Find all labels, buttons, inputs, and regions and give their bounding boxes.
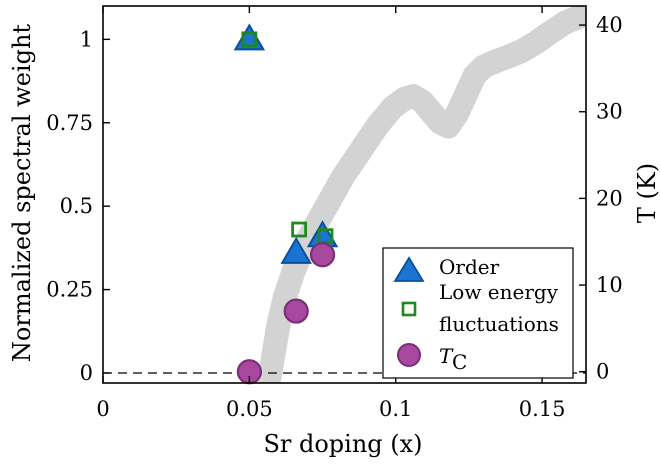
legend: Order Low energy fluctuations T C	[382, 247, 574, 379]
plot-frame	[102, 5, 587, 384]
legend-tc-label: T	[439, 344, 454, 368]
y-right-tick-label: 20	[596, 186, 623, 210]
x-tick-label: 0	[96, 397, 109, 421]
x-tick-label: 0.05	[226, 397, 273, 421]
fluctuation-point	[241, 31, 258, 48]
y-tick-label: 0.25	[46, 278, 93, 302]
tc-point	[283, 298, 309, 324]
legend-order-label: Order	[439, 255, 500, 279]
data-marks-layer	[233, 23, 339, 385]
y-tick-label: 0.5	[60, 194, 93, 218]
y-tick-label: 0	[80, 361, 93, 385]
tc-point	[309, 242, 336, 268]
y-right-tick-label: 10	[596, 273, 623, 297]
legend-fluct-label-line2: fluctuations	[439, 312, 559, 336]
legend-fluct-marker	[401, 301, 417, 317]
x-tick-label: 0.1	[379, 397, 412, 421]
y-right-tick-label: 40	[596, 13, 623, 37]
legend-tc-marker	[397, 343, 421, 367]
legend-tc-subscript: C	[452, 350, 467, 374]
y-right-axis-title: T (K)	[633, 163, 660, 223]
x-tick-label: 0.15	[519, 397, 566, 421]
y-tick-label: 0.75	[46, 111, 93, 135]
y-right-tick-label: 0	[596, 360, 609, 384]
legend-order-marker	[393, 256, 425, 282]
legend-fluct-label-line1: Low energy	[439, 280, 559, 304]
y-right-tick-label: 30	[596, 100, 623, 124]
order-point	[280, 236, 312, 264]
fluctuation-point	[291, 221, 308, 238]
x-axis-title: Sr doping (x)	[263, 430, 422, 458]
y-tick-label: 1	[80, 27, 93, 51]
y-axis-title: Normalized spectral weight	[8, 24, 36, 362]
